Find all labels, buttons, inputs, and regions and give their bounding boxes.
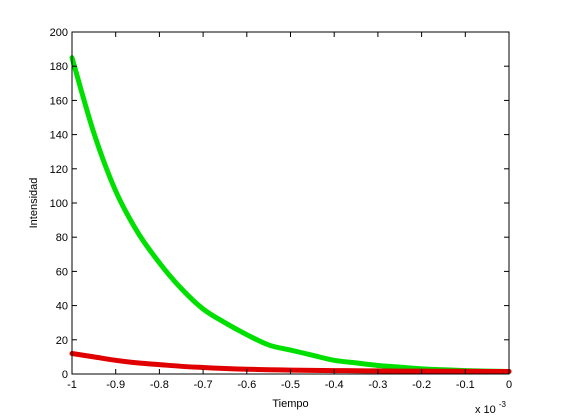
y-tick-label: 200 bbox=[50, 27, 68, 39]
y-tick-label: 160 bbox=[50, 95, 68, 107]
y-tick-label: 0 bbox=[62, 369, 68, 381]
plot-area bbox=[72, 32, 509, 374]
x-multiplier-exponent: -3 bbox=[499, 400, 507, 409]
y-tick-label: 100 bbox=[50, 198, 68, 210]
y-tick-label: 80 bbox=[56, 232, 68, 244]
x-tick-label: -0.1 bbox=[456, 379, 475, 391]
x-tick-label: -0.7 bbox=[194, 379, 213, 391]
x-tick-label: -0.6 bbox=[237, 379, 256, 391]
x-tick-label: -0.3 bbox=[368, 379, 387, 391]
y-axis-label: Intensidad bbox=[28, 178, 40, 229]
x-tick-label: -0.9 bbox=[106, 379, 125, 391]
y-tick-label: 140 bbox=[50, 130, 68, 142]
ticks-layer: -1 -0.9 -0.8 -0.7 -0.6 -0.5 -0.4 -0.3 -0.2 -0.1 0 0… bbox=[50, 27, 512, 391]
y-tick-label: 20 bbox=[56, 335, 68, 347]
x-axis-label: Tiempo bbox=[272, 398, 308, 410]
y-tick-label: 120 bbox=[50, 164, 68, 176]
x-multiplier-label: x 10 -3 bbox=[475, 400, 507, 416]
x-tick-label: -0.4 bbox=[325, 379, 344, 391]
x-tick-label: 0 bbox=[506, 379, 512, 391]
y-tick-label: 180 bbox=[50, 61, 68, 73]
x-tick-label: -0.5 bbox=[281, 379, 300, 391]
x-multiplier-base: x 10 bbox=[475, 404, 496, 416]
x-tick-label: -0.8 bbox=[150, 379, 169, 391]
y-tick-label: 40 bbox=[56, 301, 68, 313]
y-tick-label: 60 bbox=[56, 266, 68, 278]
x-tick-label: -1 bbox=[67, 379, 77, 391]
x-tick-label: -0.2 bbox=[412, 379, 431, 391]
